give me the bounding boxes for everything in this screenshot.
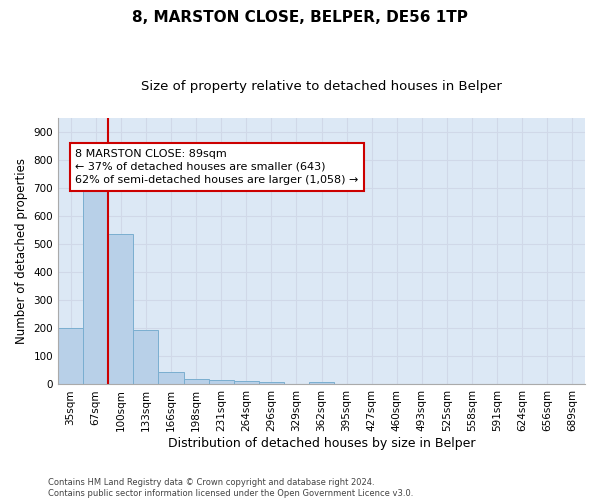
Text: Contains HM Land Registry data © Crown copyright and database right 2024.
Contai: Contains HM Land Registry data © Crown c… (48, 478, 413, 498)
Bar (209, 380, 233, 384)
Bar (233, 380, 259, 384)
Text: 8, MARSTON CLOSE, BELPER, DE56 1TP: 8, MARSTON CLOSE, BELPER, DE56 1TP (132, 10, 468, 25)
Bar (83, 184, 108, 384)
Bar (158, 372, 184, 384)
Title: Size of property relative to detached houses in Belper: Size of property relative to detached ho… (141, 80, 502, 93)
Bar (58, 328, 83, 384)
Y-axis label: Number of detached properties: Number of detached properties (15, 158, 28, 344)
Bar (133, 330, 158, 384)
Bar (108, 234, 133, 384)
Bar (184, 379, 209, 384)
Text: 8 MARSTON CLOSE: 89sqm
← 37% of detached houses are smaller (643)
62% of semi-de: 8 MARSTON CLOSE: 89sqm ← 37% of detached… (75, 148, 358, 185)
Bar (309, 382, 334, 384)
Bar (259, 382, 284, 384)
X-axis label: Distribution of detached houses by size in Belper: Distribution of detached houses by size … (168, 437, 475, 450)
